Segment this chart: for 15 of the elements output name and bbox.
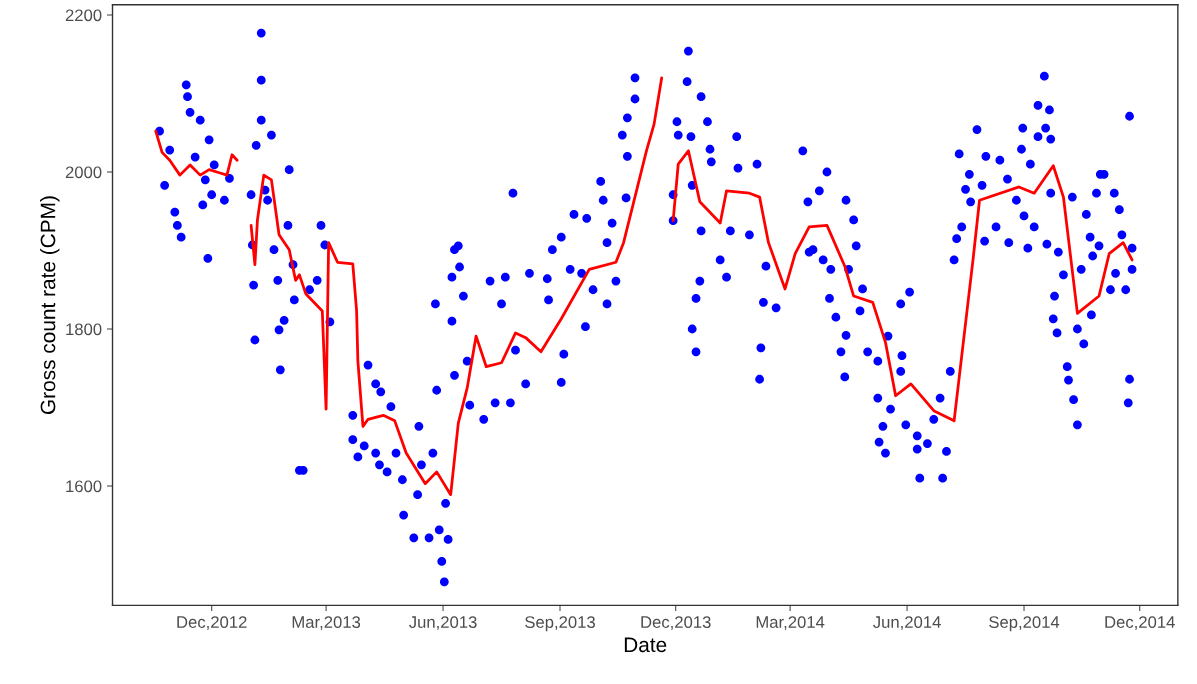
x-axis-title: Date <box>624 637 667 653</box>
x-tick-label: Mar,2014 <box>756 616 825 630</box>
y-tick-label: 1600 <box>66 480 102 493</box>
x-tick-label: Jun,2014 <box>873 616 941 630</box>
y-tick-label: 1800 <box>66 323 102 336</box>
x-tick-label: Sep,2014 <box>989 616 1060 632</box>
x-tick-label: Dec,2012 <box>177 616 247 630</box>
y-axis-title: Gross count rate (CPM) <box>40 196 60 414</box>
x-tick-label: Dec,2013 <box>641 616 711 630</box>
y-tick-label: 2200 <box>65 9 102 22</box>
x-tick-label: Mar,2013 <box>292 616 361 630</box>
x-tick-label: Jun,2013 <box>409 616 477 630</box>
y-tick-label: 2000 <box>65 166 102 179</box>
x-tick-label: Sep,2013 <box>525 616 595 632</box>
x-tick-label: Dec,2014 <box>1105 616 1175 630</box>
